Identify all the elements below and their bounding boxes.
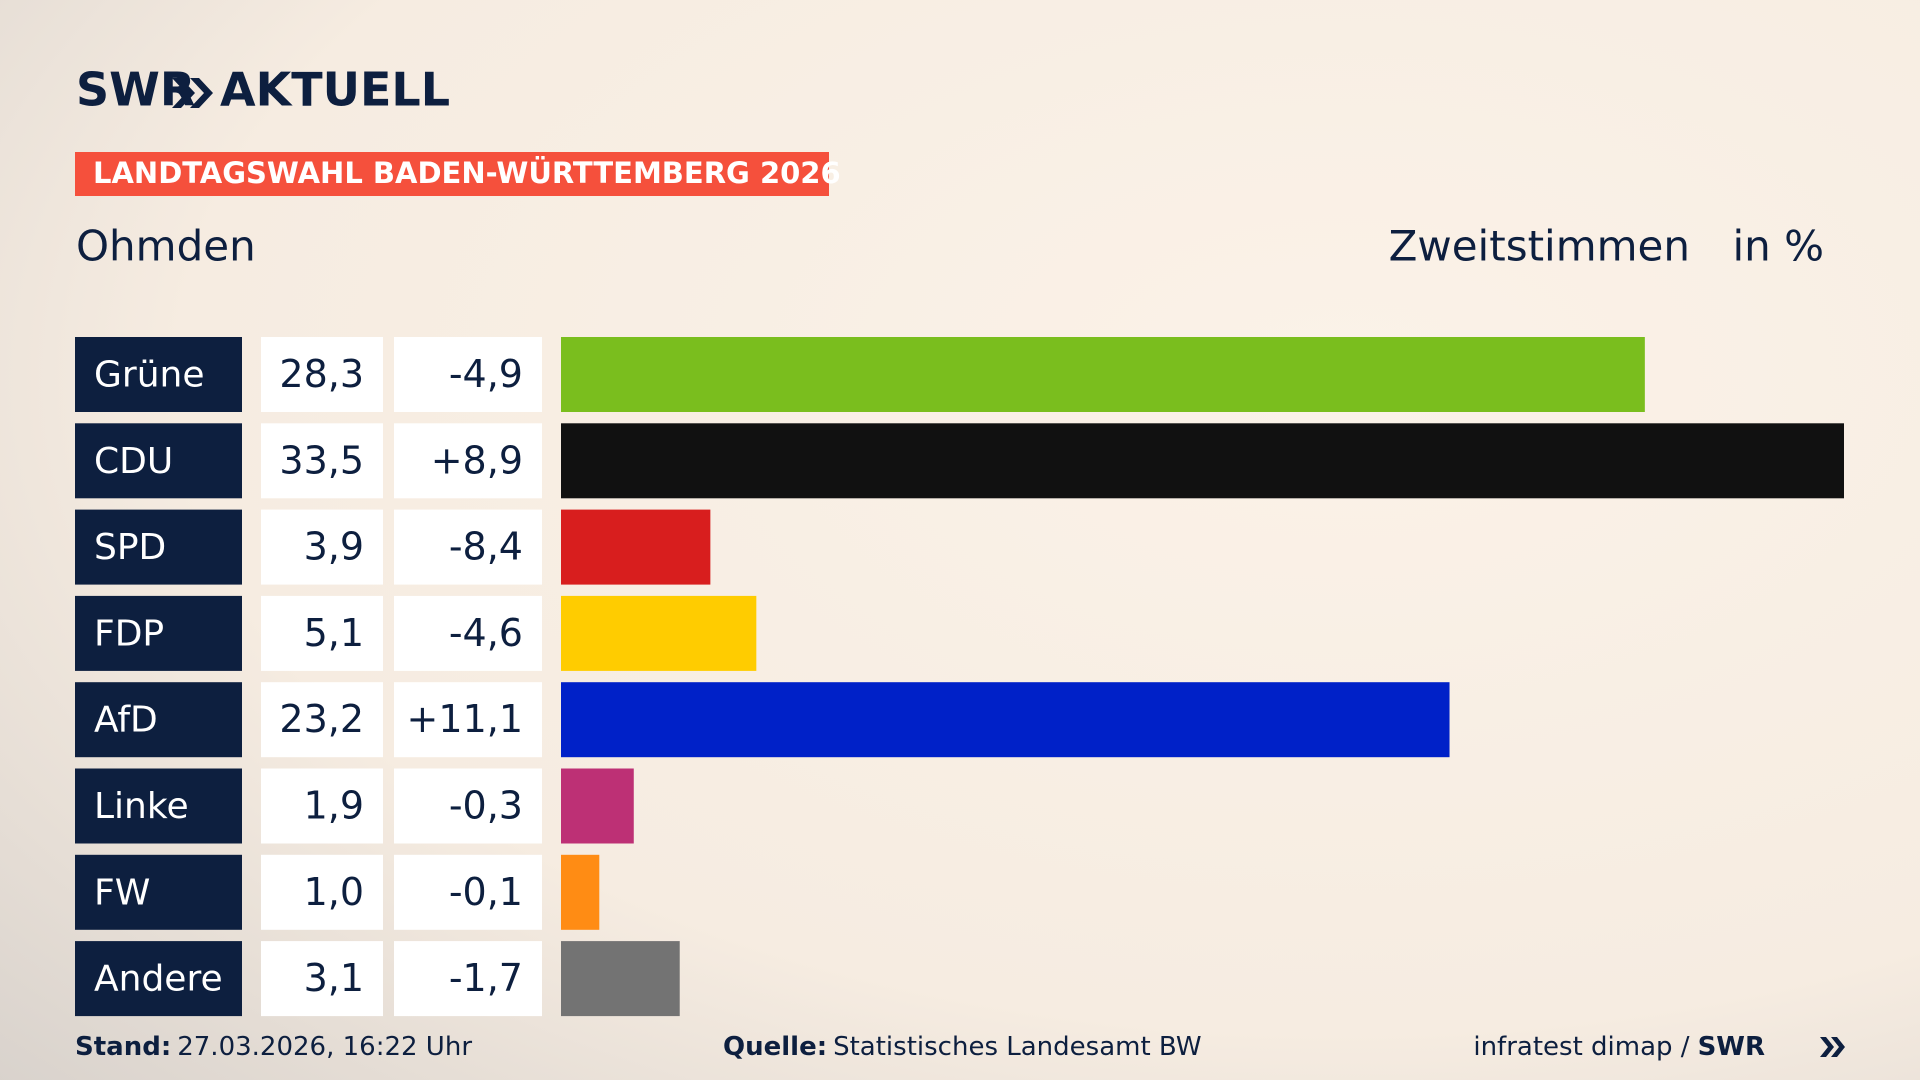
value-label: 3,9	[304, 525, 364, 569]
party-box	[75, 768, 242, 844]
value-box	[261, 854, 383, 930]
credit-chevrons	[1820, 1037, 1845, 1057]
party-box	[75, 423, 242, 499]
value-label: 28,3	[279, 352, 364, 396]
change-label: -4,6	[449, 611, 523, 655]
value-box	[261, 768, 383, 844]
change-label: +11,1	[407, 697, 523, 741]
stand-label: Stand:	[75, 1032, 171, 1062]
value-label: 1,9	[304, 784, 364, 828]
party-label: Grüne	[94, 355, 204, 396]
party-box	[75, 595, 242, 671]
party-box	[75, 337, 242, 412]
title: Ohmden	[76, 222, 256, 271]
party-box	[75, 509, 242, 585]
value-box	[261, 595, 383, 671]
stand: 27.03.2026, 16:22 Uhr	[177, 1032, 472, 1062]
value-box	[261, 682, 383, 758]
change-label: -1,7	[449, 956, 523, 1000]
change-box	[394, 768, 542, 844]
change-box	[394, 682, 542, 758]
bar	[561, 595, 757, 671]
value-label: 5,1	[304, 611, 364, 655]
brand-suffix: AKTUELL	[220, 63, 450, 117]
change-label: -0,3	[449, 784, 523, 828]
party-box	[75, 941, 242, 1017]
footer-credit: infratest dimap / SWR	[1473, 1032, 1765, 1062]
change-box	[394, 509, 542, 585]
value-box	[261, 509, 383, 585]
brand-chevrons	[172, 78, 213, 108]
party-box	[75, 682, 242, 758]
change-box	[394, 854, 542, 930]
value-label: 33,5	[279, 438, 364, 482]
footer-stand: Stand: 27.03.2026, 16:22 Uhr	[75, 1032, 472, 1062]
party-label: SPD	[94, 527, 166, 568]
source-label: Quelle:	[723, 1032, 827, 1062]
party-label: CDU	[94, 441, 173, 482]
bar	[561, 854, 600, 930]
banner-bg	[75, 152, 829, 196]
value-box	[261, 423, 383, 499]
unit: in %	[1732, 222, 1824, 271]
footer-source: Quelle: Statistisches Landesamt BW	[723, 1032, 1202, 1062]
change-label: -8,4	[449, 525, 523, 569]
change-box	[394, 941, 542, 1017]
rows: Grüne 28,3 -4,9 CDU 33,5 +8,9 SPD 3,9 -8,4 FDP 5,1…	[75, 337, 1844, 1017]
subtitle: Zweitstimmen	[1389, 222, 1690, 271]
value-box	[261, 941, 383, 1017]
source: Statistisches Landesamt BW	[833, 1032, 1201, 1062]
credit: infratest dimap /	[1473, 1032, 1689, 1062]
bar	[561, 337, 1645, 412]
change-label: -4,9	[449, 352, 523, 396]
bar	[561, 682, 1450, 758]
change-box	[394, 423, 542, 499]
change-box	[394, 595, 542, 671]
bar	[561, 423, 1844, 499]
party-box	[75, 854, 242, 930]
brand: SWR	[76, 63, 195, 117]
bar	[561, 768, 634, 844]
party-label: Linke	[94, 786, 189, 827]
bar	[561, 509, 711, 585]
value-label: 1,0	[304, 870, 364, 914]
value-label: 3,1	[304, 956, 364, 1000]
party-label: FW	[94, 872, 150, 913]
change-box	[394, 337, 542, 412]
party-label: AfD	[94, 700, 158, 741]
party-label: FDP	[94, 613, 164, 654]
credit-brand: SWR	[1698, 1032, 1765, 1062]
value-box	[261, 337, 383, 412]
change-label: -0,1	[449, 870, 523, 914]
banner: LANDTAGSWAHL BADEN-WÜRTTEMBERG 2026	[93, 156, 841, 190]
value-label: 23,2	[279, 697, 364, 741]
bar	[561, 941, 680, 1017]
change-label: +8,9	[431, 438, 523, 482]
party-label: Andere	[94, 959, 223, 1000]
